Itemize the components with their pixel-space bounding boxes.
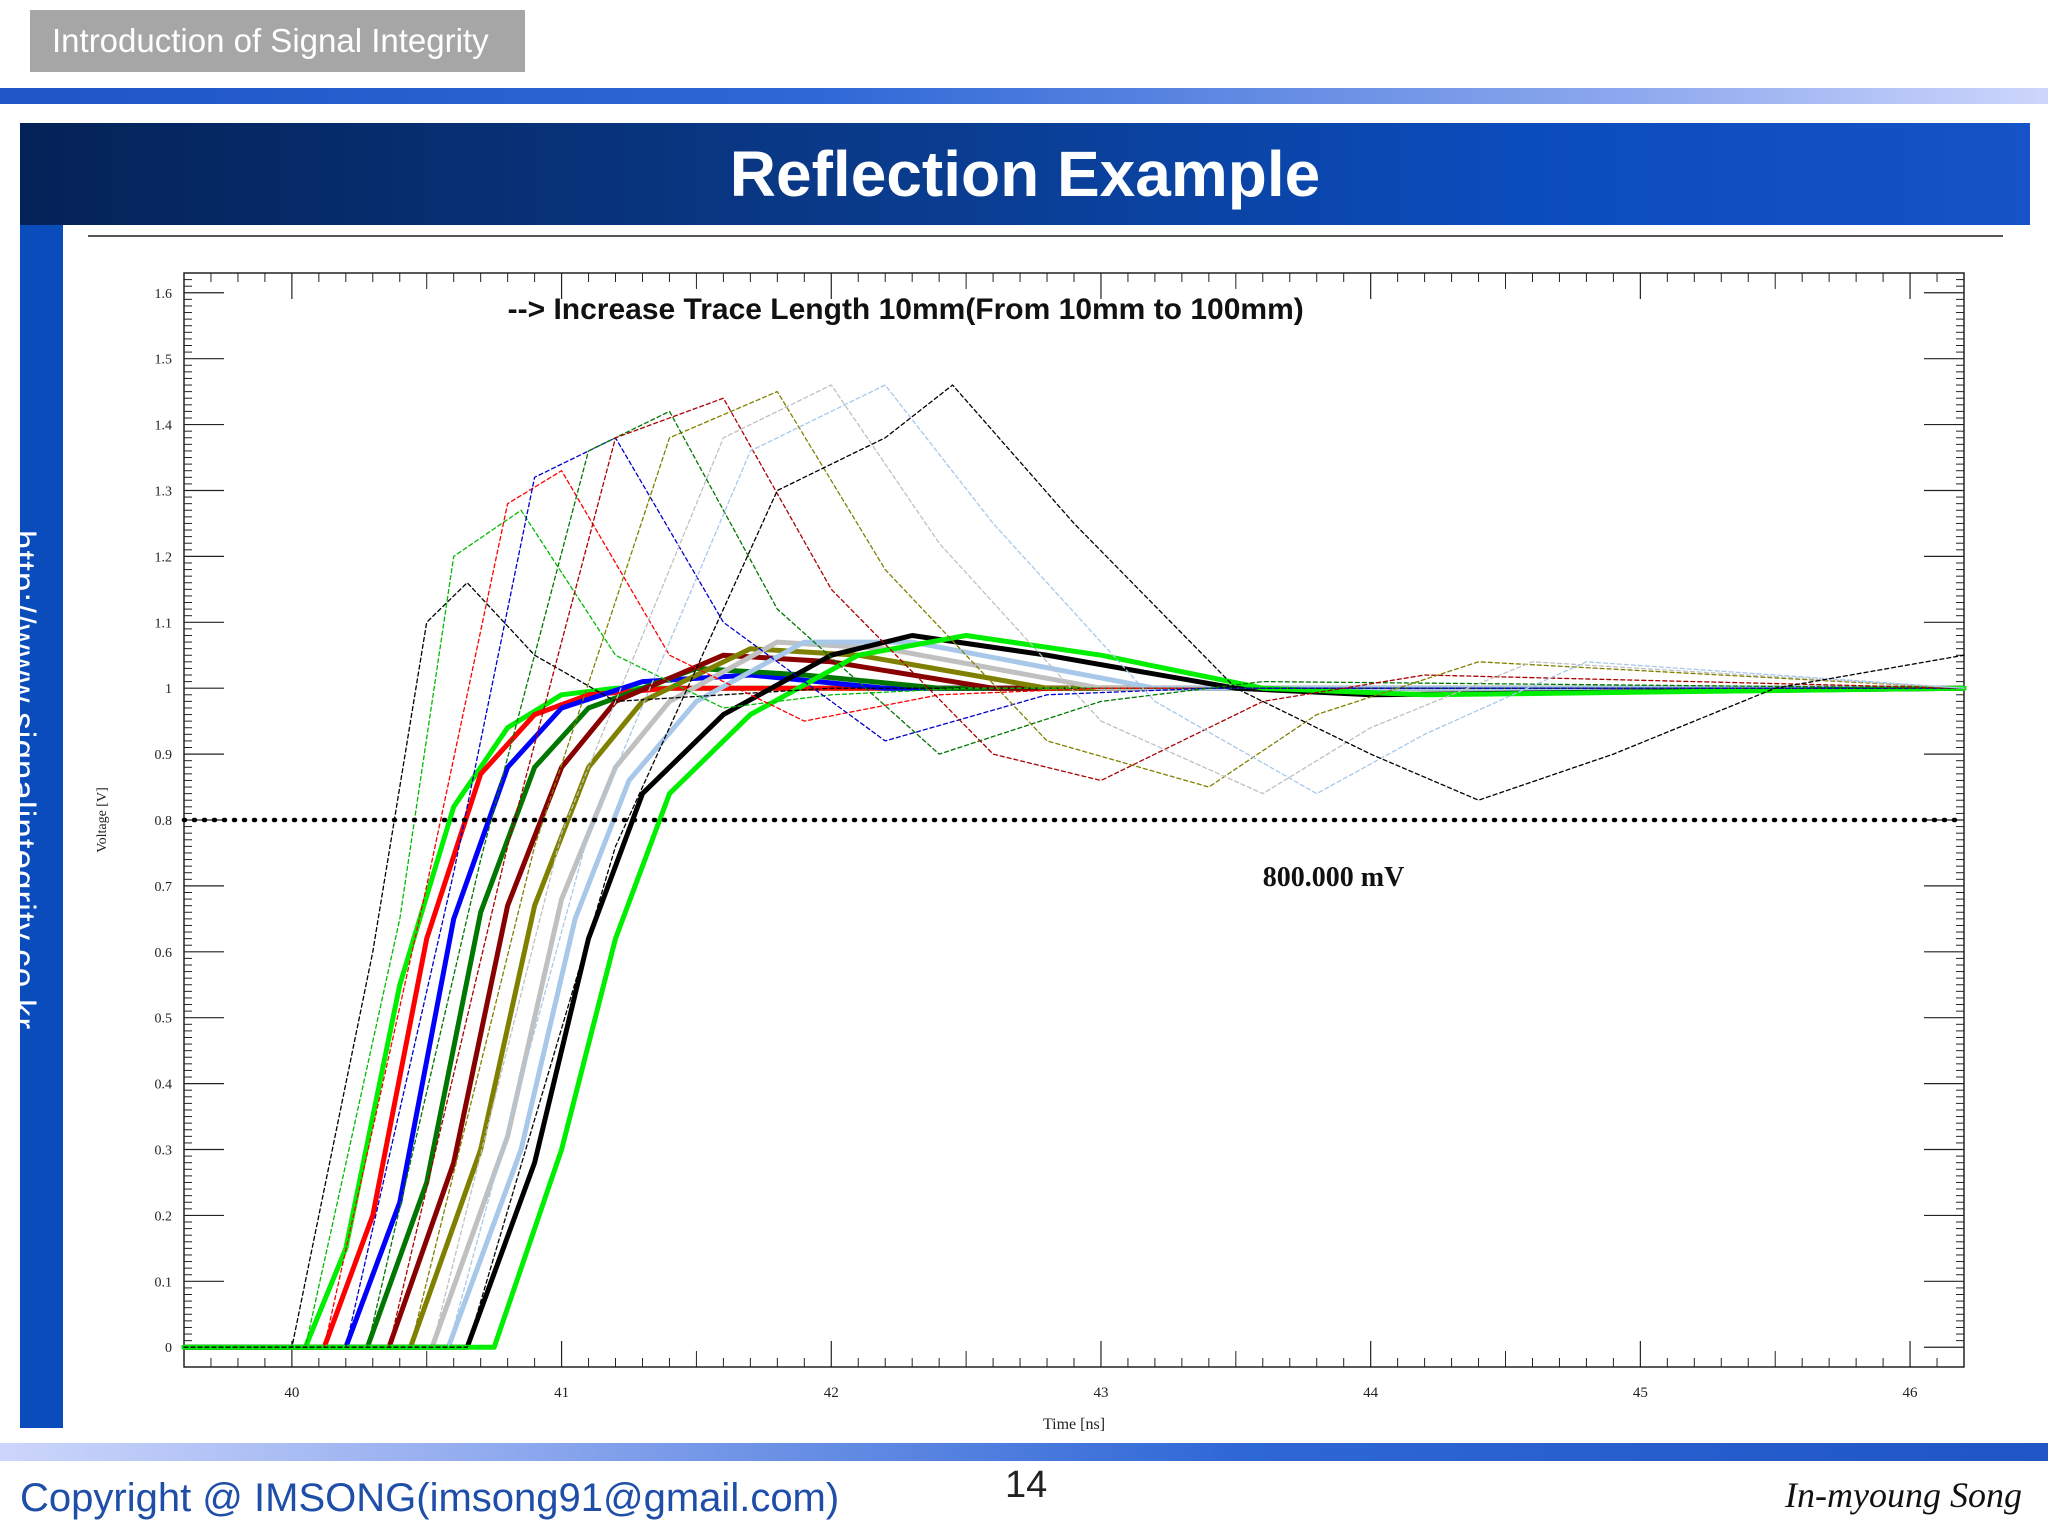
threshold-marker-label: 800.000 mV	[1263, 862, 1405, 893]
y-tick-label: 0.8	[155, 814, 173, 829]
y-tick-label: 1.5	[155, 353, 173, 368]
author-name: In-myoung Song	[1785, 1475, 2022, 1515]
y-tick-label: 0.7	[155, 880, 173, 895]
title-bar: Reflection Example	[20, 123, 2030, 225]
solid-series-3	[181, 665, 1967, 1350]
solid-series-4	[181, 652, 1967, 1350]
chart-annotation: --> Increase Trace Length 10mm(From 10mm…	[508, 293, 1304, 326]
y-axis-label: Voltage [V]	[95, 787, 110, 852]
x-tick-label: 45	[1633, 1385, 1648, 1401]
y-tick-label: 0.4	[155, 1078, 173, 1093]
y-tick-label: 0	[165, 1341, 172, 1356]
y-tick-label: 1.4	[155, 419, 173, 434]
x-tick-label: 40	[284, 1385, 299, 1401]
dashed-series-15	[183, 397, 1965, 1348]
x-tick-label: 43	[1093, 1385, 1108, 1401]
reflection-chart: 40 41 42 43 44 45 46 0 0.1 0.2 0.3 0.4 0.5 0.6 0.7 0.8 0…	[95, 272, 1967, 1433]
slide-title: Reflection Example	[729, 138, 1321, 210]
y-tick-label: 1.2	[155, 550, 173, 565]
y-tick-label: 1	[165, 682, 172, 697]
dashed-series-12	[183, 470, 1965, 1348]
dashed-series-13	[183, 437, 1965, 1348]
x-tick-label: 46	[1903, 1385, 1919, 1401]
sidebar-url: http://www.signalintegrity.co.kr	[3, 530, 42, 1031]
y-tick-label: 0.3	[155, 1144, 173, 1159]
section-tag: Introduction of Signal Integrity	[30, 10, 525, 72]
x-axis-label: Time [ns]	[1043, 1416, 1105, 1433]
page-number: 14	[1005, 1464, 1048, 1506]
dashed-series-11	[183, 509, 1965, 1348]
solid-series-2	[181, 672, 1967, 1350]
dashed-series-19	[183, 384, 1965, 1348]
y-tick-label: 1.1	[155, 616, 173, 631]
sidebar	[20, 225, 63, 1428]
y-tick-label: 0.6	[155, 946, 173, 961]
x-tick-label: 42	[824, 1385, 839, 1401]
x-tick-label: 41	[554, 1385, 569, 1401]
dashed-series-10	[183, 582, 1965, 1348]
dashed-series-18	[183, 384, 1965, 1348]
y-tick-label: 0.2	[155, 1209, 173, 1224]
y-tick-label: 1.3	[155, 484, 173, 499]
y-tick-label: 0.9	[155, 748, 173, 763]
top-stripe	[0, 88, 2048, 104]
solid-series-1	[181, 685, 1967, 1350]
solid-series-6	[181, 639, 1967, 1350]
x-tick-label: 44	[1363, 1385, 1379, 1401]
solid-series-9	[181, 633, 1967, 1350]
solid-series-7	[181, 639, 1967, 1350]
dashed-series-14	[183, 410, 1965, 1348]
bottom-stripe	[0, 1443, 2048, 1461]
solid-series-5	[181, 646, 1967, 1350]
dashed-series-17	[183, 384, 1965, 1348]
y-tick-label: 1.6	[155, 287, 173, 302]
y-tick-label: 0.1	[155, 1275, 173, 1290]
y-tick-label: 0.5	[155, 1012, 173, 1027]
dashed-series-16	[183, 390, 1965, 1348]
copyright-text: Copyright @ IMSONG(imsong91@gmail.com)	[20, 1476, 840, 1520]
title-divider	[88, 235, 2003, 237]
